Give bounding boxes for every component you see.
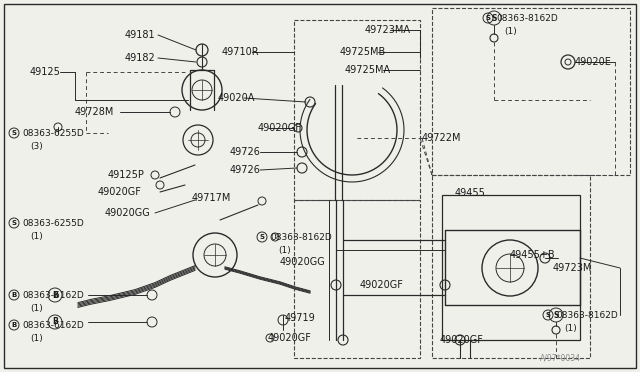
Text: S: S — [12, 130, 17, 136]
Text: 49182: 49182 — [125, 53, 156, 63]
Text: (1): (1) — [278, 246, 291, 254]
Text: S: S — [554, 311, 559, 320]
Text: 49455+B: 49455+B — [510, 250, 556, 260]
Text: 49020GG: 49020GG — [280, 257, 326, 267]
Text: 49020A: 49020A — [218, 93, 255, 103]
Text: 49725MA: 49725MA — [345, 65, 391, 75]
Text: 49125P: 49125P — [108, 170, 145, 180]
Text: 49020GF: 49020GF — [360, 280, 404, 290]
Text: 49020GF: 49020GF — [258, 123, 302, 133]
Text: (1): (1) — [30, 231, 43, 241]
Text: B: B — [52, 317, 58, 327]
Text: 49020GF: 49020GF — [268, 333, 312, 343]
Text: S: S — [492, 13, 497, 22]
Text: A/97*0034: A/97*0034 — [540, 353, 581, 362]
Text: B: B — [12, 292, 17, 298]
Text: 49020E: 49020E — [575, 57, 612, 67]
Bar — [294, 200, 420, 358]
Text: (1): (1) — [30, 334, 43, 343]
Bar — [294, 20, 420, 200]
Text: S: S — [545, 312, 550, 318]
Text: 49125: 49125 — [30, 67, 61, 77]
Text: 49728M: 49728M — [75, 107, 115, 117]
Text: S: S — [486, 15, 490, 21]
Text: 49020GF: 49020GF — [440, 335, 484, 345]
Text: 49726: 49726 — [230, 147, 261, 157]
Text: S: S — [12, 220, 17, 226]
Text: 08363-6162D: 08363-6162D — [22, 321, 84, 330]
Bar — [432, 8, 630, 175]
Text: 49722M: 49722M — [422, 133, 461, 143]
Text: 49710R: 49710R — [222, 47, 260, 57]
Text: 49723M: 49723M — [553, 263, 593, 273]
Text: 08363-6255D: 08363-6255D — [22, 128, 84, 138]
Text: 49020GF: 49020GF — [98, 187, 142, 197]
Text: (1): (1) — [564, 324, 577, 333]
Text: 49717M: 49717M — [192, 193, 232, 203]
Text: (3): (3) — [30, 141, 43, 151]
Text: 49020GG: 49020GG — [105, 208, 151, 218]
Text: 49723MA: 49723MA — [365, 25, 411, 35]
Text: 08363-6162D: 08363-6162D — [22, 291, 84, 299]
Text: 08363-6255D: 08363-6255D — [22, 218, 84, 228]
Text: 49726: 49726 — [230, 165, 261, 175]
Bar — [442, 195, 580, 340]
Text: 08363-8162D: 08363-8162D — [270, 232, 332, 241]
Text: 49719: 49719 — [285, 313, 316, 323]
Text: 08363-8162D: 08363-8162D — [496, 13, 557, 22]
Text: 49455: 49455 — [455, 188, 486, 198]
Text: B: B — [12, 322, 17, 328]
Text: (1): (1) — [504, 26, 516, 35]
Text: 49181: 49181 — [125, 30, 156, 40]
Text: S: S — [259, 234, 264, 240]
Text: (1): (1) — [30, 304, 43, 312]
Text: 08363-8162D: 08363-8162D — [556, 311, 618, 320]
Text: B: B — [52, 291, 58, 299]
Bar — [432, 175, 590, 358]
Text: 49725MB: 49725MB — [340, 47, 387, 57]
